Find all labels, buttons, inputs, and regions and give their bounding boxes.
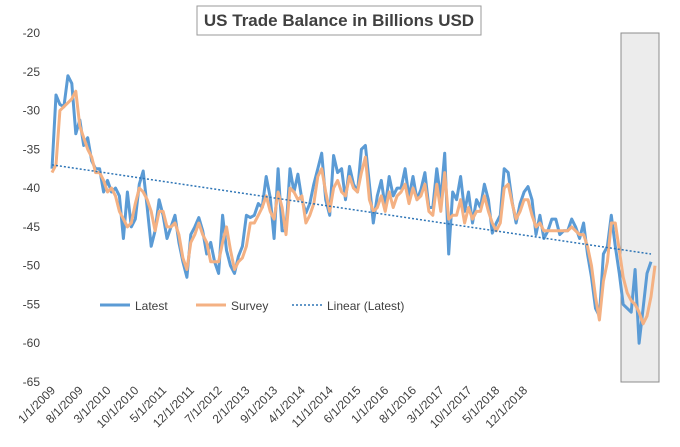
y-tick-label: -65 — [23, 375, 41, 389]
y-tick-label: -20 — [23, 26, 41, 40]
y-tick-label: -45 — [23, 220, 41, 234]
y-axis-ticks: -20 -25 -30 -35 -40 -45 -50 -55 -60 -65 — [23, 26, 41, 389]
y-tick-label: -30 — [23, 104, 41, 118]
y-tick-label: -50 — [23, 259, 41, 273]
y-tick-label: -35 — [23, 142, 41, 156]
y-tick-label: -55 — [23, 297, 41, 311]
y-tick-label: -40 — [23, 181, 41, 195]
x-axis-ticks: 1/1/20098/1/20093/1/201010/1/20105/1/201… — [15, 383, 530, 431]
legend-label-latest: Latest — [135, 299, 168, 313]
title-box — [196, 5, 482, 36]
chart-title-text: US Trade Balance in Billions USD — [204, 11, 474, 30]
series-line-latest — [50, 74, 653, 345]
series-line-linear-trend — [51, 164, 652, 255]
y-tick-label: -25 — [23, 65, 41, 79]
legend-label-survey: Survey — [231, 299, 268, 313]
y-tick-label: -60 — [23, 336, 41, 350]
series-layer — [50, 74, 657, 345]
legend-label-trend: Linear (Latest) — [327, 299, 404, 313]
chart-title: US Trade Balance in Billions USD — [196, 5, 482, 36]
series-line-survey — [50, 89, 657, 326]
legend: Latest Survey Linear (Latest) — [88, 293, 428, 318]
legend-background — [88, 293, 428, 318]
